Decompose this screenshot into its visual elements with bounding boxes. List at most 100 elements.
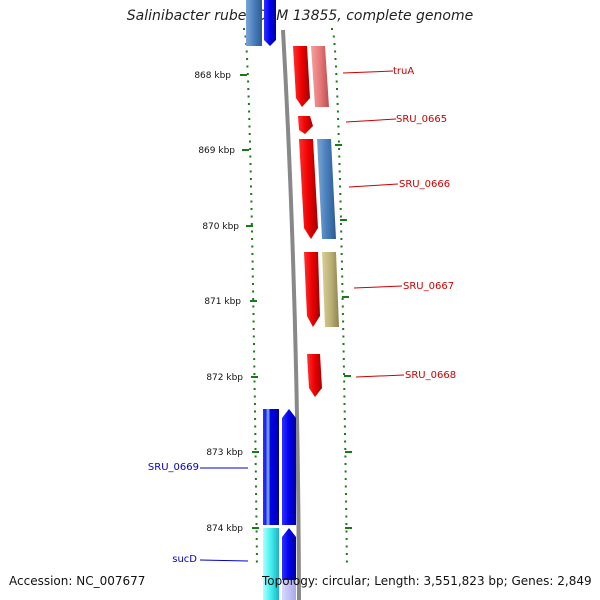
tick-dot-right <box>341 305 344 308</box>
tick-dot-right <box>345 553 348 555</box>
tick-dot-left <box>252 283 254 285</box>
tick-dot-right <box>337 118 340 120</box>
tick-dot-left <box>250 223 253 225</box>
label-truA[interactable]: truA <box>393 66 414 77</box>
tick-dot-left <box>250 200 253 203</box>
tick-dot-left <box>249 170 252 173</box>
tick-dot-left <box>254 440 257 443</box>
tick-dot-left <box>253 388 256 390</box>
tick-dot-left <box>255 523 258 525</box>
tick-dot-right <box>343 395 346 398</box>
tick-dot-left <box>248 125 251 128</box>
tick-dot-right <box>344 440 347 443</box>
tick-dot-right <box>331 28 333 30</box>
gene-sucD[interactable] <box>263 528 296 600</box>
tick-dot-left <box>252 335 255 338</box>
tick-dot-right <box>336 88 338 90</box>
tick-dot-left <box>246 73 249 75</box>
tick-dot-right <box>341 283 344 285</box>
gene-arrow-SRU_0665[interactable] <box>298 116 313 134</box>
tick-dot-left <box>254 463 257 465</box>
gene-SRU_0669[interactable] <box>263 409 296 525</box>
tick-dot-left <box>254 418 257 420</box>
gene-arrow-SRU_0667[interactable] <box>304 252 320 327</box>
tick-dot-right <box>342 358 345 360</box>
tick-dot-right <box>343 410 346 413</box>
gene-arrow-SRU_0666[interactable] <box>299 139 318 239</box>
tick-dot-left <box>251 238 254 240</box>
right-ruler-ticks <box>335 144 352 529</box>
tick-dot-right <box>343 418 346 420</box>
tick-dot-left <box>255 515 258 518</box>
tick-dot-left <box>255 553 258 555</box>
label-SRU_0667[interactable]: SRU_0667 <box>403 281 454 292</box>
tick-dot-right <box>341 313 344 315</box>
tick-dot-right <box>341 268 343 270</box>
gene-arrow-SRU_0668[interactable] <box>307 354 322 397</box>
ruler-label: 874 kbp <box>206 524 243 534</box>
tick-dot-left <box>253 395 256 398</box>
tick-dot-left <box>249 155 252 158</box>
label-SRU_0669[interactable]: SRU_0669 <box>148 462 199 473</box>
label-SRU_0665[interactable]: SRU_0665 <box>396 114 447 125</box>
gene-feature-sucD[interactable] <box>263 528 279 600</box>
gene-truA[interactable] <box>293 46 329 107</box>
tick-dot-right <box>342 365 345 368</box>
tick-dot-right <box>344 448 347 450</box>
tick-dot-right <box>345 515 348 518</box>
label-SRU_0668[interactable]: SRU_0668 <box>405 370 456 381</box>
tick-dot-left <box>255 560 258 563</box>
label-SRU_0666[interactable]: SRU_0666 <box>399 179 450 190</box>
tick-dot-left <box>252 328 255 330</box>
tick-dot-left <box>250 185 252 188</box>
gene-shade-sucD <box>282 580 296 600</box>
tick-dot-left <box>251 268 254 270</box>
gene-feature-truA[interactable] <box>311 46 329 107</box>
tick-dot-left <box>251 230 253 233</box>
tick-dot-right <box>343 425 346 428</box>
tick-dot-right <box>344 463 347 465</box>
tick-dot-left <box>250 215 253 218</box>
tick-dot-right <box>335 73 338 75</box>
tick-dot-left <box>253 365 256 368</box>
gene-feature-SRU_0667[interactable] <box>322 252 339 327</box>
tick-dot-left <box>249 178 252 180</box>
tick-dot-right <box>338 178 341 180</box>
gene-feature-SRU_0666[interactable] <box>317 139 336 239</box>
gene-SRU_0667[interactable] <box>304 252 339 327</box>
tick-dot-right <box>335 65 337 68</box>
gene-SRU_0666[interactable] <box>299 139 336 239</box>
tick-dot-left <box>254 448 257 450</box>
tick-dot-left <box>253 358 256 360</box>
gene-arrow-truA[interactable] <box>293 46 310 107</box>
tick-dot-left <box>252 290 255 293</box>
genome-backbone <box>281 29 301 600</box>
tick-dot-right <box>340 238 343 240</box>
gene-arrow-top-steel[interactable] <box>246 0 262 46</box>
tick-dot-left <box>253 373 256 375</box>
accession-label: Accession: NC_007677 <box>9 574 146 588</box>
gene-arrow-top-blue[interactable] <box>264 0 276 46</box>
tick-dot-left <box>247 103 250 105</box>
tick-dot-left <box>253 380 256 383</box>
tick-dot-left <box>247 80 250 83</box>
tick-dot-right <box>343 403 346 405</box>
tick-dot-right <box>340 245 343 248</box>
tick-dot-right <box>344 433 346 435</box>
topology-label: Topology: circular; Length: 3,551,823 bp… <box>262 574 592 588</box>
tick-dot-left <box>254 410 256 413</box>
ruler-label: 870 kbp <box>202 222 239 232</box>
gene-feature-SRU_0669[interactable] <box>263 409 279 525</box>
ruler-label: 871 kbp <box>204 297 241 307</box>
tick-track-left <box>243 28 258 563</box>
label-sucD[interactable]: sucD <box>172 554 197 565</box>
tick-dot-right <box>338 148 341 150</box>
tick-dot-right <box>339 208 342 210</box>
tick-dot-right <box>338 163 341 165</box>
gene-arrow-SRU_0669[interactable] <box>282 409 296 525</box>
tick-dot-left <box>255 493 258 495</box>
genome-title: Salinibacter ruber DSM 13855, complete g… <box>126 8 474 24</box>
tick-dot-left <box>255 538 258 540</box>
tick-dot-left <box>252 305 255 308</box>
tick-dot-left <box>247 88 250 90</box>
